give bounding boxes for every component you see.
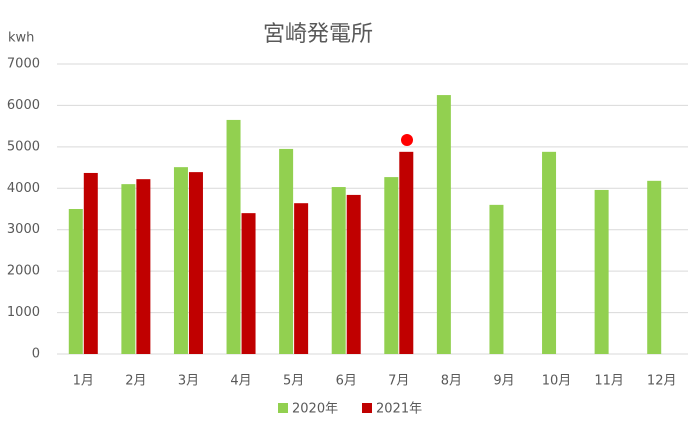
x-tick-label: 7月 (388, 374, 409, 389)
bar (226, 119, 241, 354)
y-tick-label: 1000 (7, 305, 40, 320)
chart-title: 宮崎発電所 (263, 22, 373, 47)
y-tick-label: 5000 (7, 139, 40, 154)
x-tick-label: 10月 (542, 374, 572, 389)
legend-swatch (278, 403, 288, 413)
y-axis-label: kwh (8, 31, 34, 46)
x-tick-label: 9月 (493, 374, 514, 389)
x-tick-label: 2月 (125, 374, 146, 389)
y-tick-label: 0 (32, 347, 40, 362)
x-tick-label: 4月 (230, 374, 251, 389)
bar (173, 167, 188, 354)
x-tick-label: 12月 (647, 374, 677, 389)
x-tick-label: 5月 (283, 374, 304, 389)
bar (647, 180, 662, 354)
bar (294, 203, 309, 354)
x-tick-label: 6月 (336, 374, 357, 389)
bar (241, 213, 256, 354)
legend-swatch (362, 403, 372, 413)
x-tick-label: 1月 (73, 374, 94, 389)
y-tick-label: 2000 (7, 264, 40, 279)
legend-label: 2021年 (376, 402, 422, 417)
bar (594, 189, 609, 354)
bar (489, 204, 504, 354)
bar (279, 148, 294, 354)
bar (68, 209, 83, 354)
bar (399, 151, 414, 354)
bar (346, 194, 361, 354)
bar (83, 172, 98, 354)
y-tick-label: 3000 (7, 222, 40, 237)
y-tick-label: 4000 (7, 181, 40, 196)
bar (188, 172, 203, 354)
bar (436, 95, 451, 355)
legend-label: 2020年 (292, 402, 338, 417)
bar (331, 187, 346, 354)
bar (542, 151, 557, 354)
y-tick-label: 6000 (7, 98, 40, 113)
bar (121, 184, 136, 354)
bar (136, 179, 151, 354)
y-tick-label: 7000 (7, 57, 40, 72)
x-tick-label: 8月 (441, 374, 462, 389)
x-tick-label: 3月 (178, 374, 199, 389)
highlight-dot (401, 134, 413, 146)
x-tick-label: 11月 (594, 374, 624, 389)
bar (384, 177, 399, 354)
